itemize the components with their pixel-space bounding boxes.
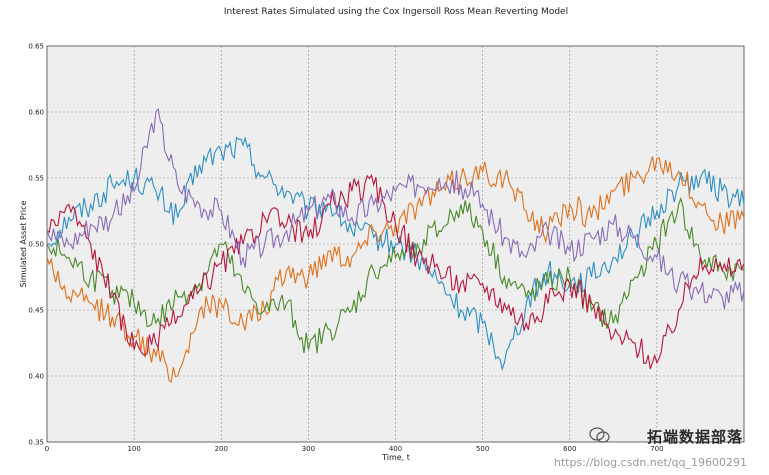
y-tick-label: 0.50: [28, 241, 44, 249]
y-tick-label: 0.45: [28, 307, 44, 315]
series-line: [46, 107, 745, 310]
y-tick-label: 0.35: [28, 439, 44, 447]
watermark-text: 拓端数据部落: [646, 428, 743, 446]
series-layer: [46, 107, 745, 384]
y-axis-ticks: 0.35 0.40 0.45 0.50 0.55 0.60 0.65: [28, 43, 44, 447]
x-tick-label: 500: [476, 445, 489, 453]
x-tick-label: 200: [215, 445, 228, 453]
y-tick-label: 0.65: [28, 43, 44, 51]
wechat-logo-icon: [589, 426, 611, 448]
x-tick-label: 0: [45, 445, 49, 453]
series-line: [46, 173, 745, 370]
series-line: [46, 136, 745, 372]
watermark-url: https://blog.csdn.net/qq_19600291: [553, 456, 747, 469]
x-tick-label: 100: [127, 445, 140, 453]
y-tick-label: 0.40: [28, 373, 44, 381]
y-axis-label: Simulated Asset Price: [19, 200, 28, 287]
x-tick-label: 400: [389, 445, 402, 453]
x-tick-label: 700: [650, 445, 663, 453]
x-tick-label: 300: [302, 445, 315, 453]
x-tick-label: 600: [563, 445, 576, 453]
y-tick-label: 0.55: [28, 175, 44, 183]
x-axis-ticks: 0 100 200 300 400 500 600 700: [45, 445, 664, 453]
series-line: [46, 196, 745, 354]
y-tick-label: 0.60: [28, 109, 44, 117]
chart-title: Interest Rates Simulated using the Cox I…: [224, 7, 568, 17]
x-axis-label: Time, t: [381, 453, 410, 462]
